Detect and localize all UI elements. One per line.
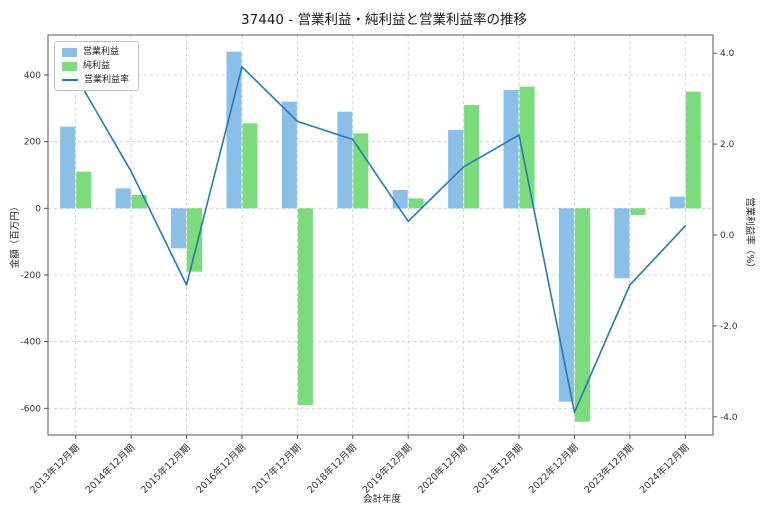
legend-item-operating-profit: 営業利益	[62, 47, 129, 57]
svg-text:-200: -200	[21, 271, 42, 281]
chart-title: 37440 - 営業利益・純利益と営業利益率の推移	[241, 12, 527, 28]
svg-text:2022年12月期: 2022年12月期	[526, 442, 580, 496]
legend-swatch-operating-profit	[62, 47, 77, 57]
svg-text:200: 200	[24, 138, 41, 148]
svg-text:2021年12月期: 2021年12月期	[471, 442, 525, 496]
legend-item-operating-margin: 営業利益率	[62, 75, 129, 85]
svg-text:4.0: 4.0	[720, 49, 735, 59]
y-axis-label-right: 営業利益率（%）	[744, 197, 755, 273]
svg-text:2013年12月期: 2013年12月期	[28, 442, 82, 496]
svg-text:-2.0: -2.0	[720, 322, 738, 332]
svg-text:2016年12月期: 2016年12月期	[194, 442, 248, 496]
svg-text:2.0: 2.0	[720, 140, 735, 150]
svg-text:-400: -400	[21, 338, 42, 348]
legend: 営業利益 純利益 営業利益率	[54, 41, 140, 91]
x-axis-label: 会計年度	[362, 494, 402, 505]
svg-text:2018年12月期: 2018年12月期	[305, 442, 359, 496]
svg-text:-4.0: -4.0	[720, 413, 738, 423]
svg-text:-600: -600	[21, 404, 42, 414]
svg-text:2023年12月期: 2023年12月期	[582, 442, 636, 496]
legend-label-operating-margin: 営業利益率	[84, 75, 130, 85]
svg-text:0: 0	[35, 204, 41, 214]
svg-text:2014年12月期: 2014年12月期	[83, 442, 137, 496]
svg-text:2015年12月期: 2015年12月期	[138, 442, 192, 496]
legend-swatch-net-profit	[62, 61, 77, 71]
svg-text:2019年12月期: 2019年12月期	[360, 442, 414, 496]
legend-label-operating-profit: 営業利益	[83, 47, 120, 57]
legend-swatch-operating-margin	[62, 79, 78, 81]
y-axis-label-left: 金額（百万円）	[10, 201, 21, 269]
svg-text:2024年12月期: 2024年12月期	[637, 442, 691, 496]
legend-label-net-profit: 純利益	[83, 61, 111, 71]
svg-text:400: 400	[24, 71, 41, 81]
svg-text:2017年12月期: 2017年12月期	[249, 442, 303, 496]
legend-item-net-profit: 純利益	[62, 61, 129, 71]
svg-text:0.0: 0.0	[720, 231, 735, 241]
svg-text:2020年12月期: 2020年12月期	[415, 442, 469, 496]
